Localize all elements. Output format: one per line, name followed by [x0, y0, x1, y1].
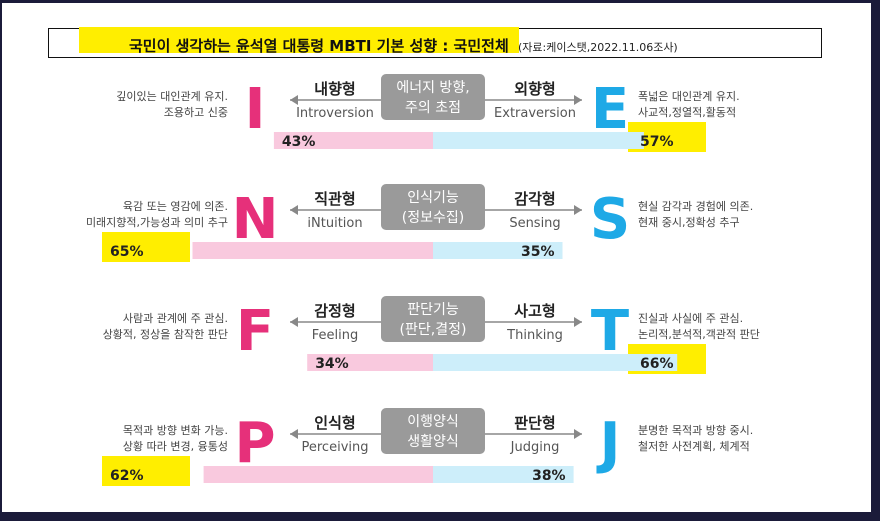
center-box — [381, 184, 485, 230]
arrow-right-head — [574, 95, 582, 105]
bar-right-J — [433, 466, 574, 483]
left-type-en: Perceiving — [302, 440, 369, 455]
value-label-left: 65% — [110, 244, 144, 260]
value-label-left: 43% — [282, 134, 316, 150]
left-desc-line2: 조용하고 신중 — [164, 105, 228, 119]
center-box — [381, 408, 485, 454]
bar-left-N — [192, 242, 433, 259]
letter-T: T — [591, 299, 629, 364]
arrow-right-head — [574, 429, 582, 439]
letter-J: J — [596, 411, 621, 476]
center-label-line2: (정보수집) — [402, 210, 464, 226]
arrow-right-head — [574, 205, 582, 215]
arrow-left-head — [290, 95, 298, 105]
center-label-line1: 인식기능 — [407, 190, 459, 206]
center-box — [381, 296, 485, 342]
bar-left-I — [273, 132, 433, 149]
value-highlight — [102, 232, 190, 262]
title-text: 국민이 생각하는 윤석열 대통령 MBTI 기본 성향 : 국민전체 — [129, 37, 509, 55]
right-type-label: 사고형 — [514, 302, 555, 320]
value-label-right: 35% — [521, 244, 555, 260]
letter-P: P — [234, 411, 275, 476]
left-type-label: 직관형 — [314, 190, 355, 208]
center-label-line1: 에너지 방향, — [396, 80, 469, 96]
right-desc-line1: 분명한 목적과 방향 중시. — [638, 424, 753, 437]
left-type-en: Feeling — [312, 328, 358, 343]
left-type-en: iNtuition — [307, 216, 362, 231]
bar-left-P — [203, 466, 433, 483]
right-desc-line2: 사교적,정열적,활동적 — [638, 105, 736, 119]
arrow-right-head — [574, 317, 582, 327]
right-desc-line2: 철저한 사전계획, 체계적 — [638, 440, 750, 453]
bar-right-E — [433, 132, 644, 149]
left-type-label: 인식형 — [314, 414, 355, 432]
value-label-right: 57% — [640, 134, 674, 150]
value-highlight — [102, 456, 190, 486]
letter-F: F — [236, 299, 274, 364]
right-desc-line1: 폭넓은 대인관계 유지. — [638, 90, 740, 103]
right-desc-line2: 현재 중시,정확성 추구 — [638, 216, 740, 229]
center-box — [381, 74, 485, 120]
right-type-label: 외향형 — [514, 80, 555, 98]
arrow-left-head — [290, 205, 298, 215]
right-type-en: Sensing — [509, 216, 560, 231]
bar-left-F — [307, 354, 433, 371]
letter-E: E — [591, 77, 629, 142]
right-type-en: Thinking — [506, 328, 563, 343]
left-type-label: 내향형 — [314, 80, 355, 98]
left-type-label: 감정형 — [314, 302, 355, 320]
title-box: 국민이 생각하는 윤석열 대통령 MBTI 기본 성향 : 국민전체 (자료:케… — [48, 27, 822, 58]
letter-S: S — [590, 187, 630, 252]
right-type-label: 판단형 — [514, 414, 555, 432]
left-desc-line2: 상황 따라 변경, 융통성 — [123, 440, 228, 453]
letter-I: I — [245, 77, 266, 142]
left-desc-line1: 목적과 방향 변화 가능. — [123, 424, 228, 437]
center-label-line2: 주의 초점 — [405, 100, 461, 116]
right-type-en: Judging — [510, 440, 560, 455]
arrow-left-head — [290, 317, 298, 327]
bar-right-T — [433, 354, 678, 371]
value-label-left: 34% — [315, 356, 349, 372]
right-type-en: Extraversion — [494, 106, 576, 121]
page-title: 국민이 생각하는 윤석열 대통령 MBTI 기본 성향 : 국민전체 (자료:케… — [129, 35, 678, 56]
letter-N: N — [232, 187, 279, 252]
left-desc-line1: 사람과 관계에 주 관심. — [123, 312, 228, 325]
center-label-line1: 판단기능 — [407, 302, 459, 318]
arrow-left-head — [290, 429, 298, 439]
right-type-label: 감각형 — [514, 190, 555, 208]
left-desc-line2: 미래지향적,가능성과 의미 추구 — [86, 216, 228, 229]
left-type-en: Introversion — [296, 106, 374, 121]
right-desc-line2: 논리적,분석적,객관적 판단 — [638, 328, 760, 341]
title-highlight — [79, 27, 519, 53]
value-label-right: 38% — [532, 468, 566, 484]
center-label-line1: 이행양식 — [407, 414, 459, 430]
left-desc-line1: 육감 또는 영감에 의존. — [123, 200, 228, 213]
left-desc-line2: 상황적, 정상을 참작한 판단 — [103, 328, 228, 341]
center-label-line2: 생활양식 — [407, 434, 459, 450]
right-desc-line1: 진실과 사실에 주 관심. — [638, 312, 743, 325]
left-desc-line1: 깊이있는 대인관계 유지. — [116, 90, 228, 103]
source-note: (자료:케이스탯,2022.11.06조사) — [518, 41, 678, 54]
center-label-line2: (판단,결정) — [400, 322, 467, 338]
right-desc-line1: 현실 감각과 경험에 의존. — [638, 200, 753, 213]
bar-right-S — [433, 242, 563, 259]
value-label-left: 62% — [110, 468, 144, 484]
value-label-right: 66% — [640, 356, 674, 372]
